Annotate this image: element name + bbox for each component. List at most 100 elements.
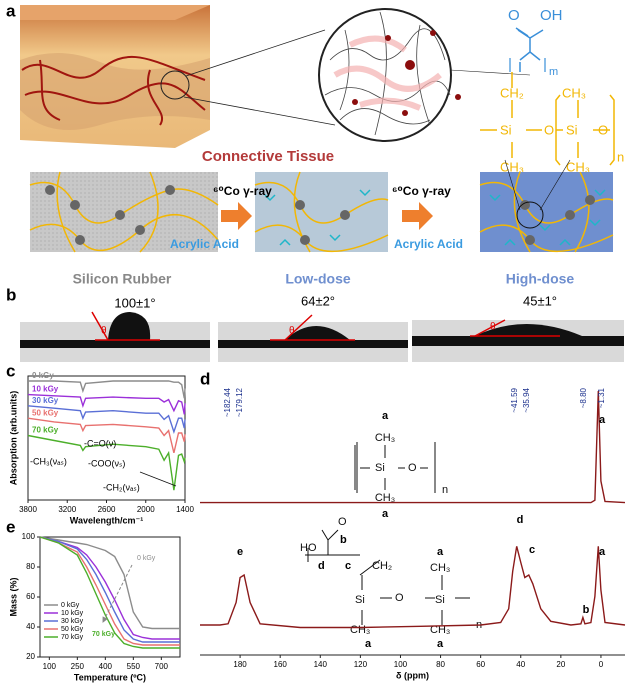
x-axis-label: δ (ppm) — [396, 670, 429, 680]
series-label: 0 kGy — [32, 371, 54, 380]
annotation: 0 kGy — [137, 555, 156, 562]
y-tick-label: 80 — [26, 562, 35, 571]
panel-label: b — [6, 285, 16, 304]
panel-label: a — [6, 1, 16, 20]
site-label: a — [437, 638, 444, 650]
atom-label: CH₃ — [375, 432, 395, 444]
legend-label: 50 kGy — [61, 626, 84, 633]
atom-label: O — [544, 122, 554, 137]
x-tick-label: 3800 — [19, 505, 37, 514]
x-tick-label: 550 — [127, 662, 141, 671]
x-tick-label: 3200 — [58, 505, 76, 514]
series-line — [28, 380, 186, 399]
process-label: Acrylic Acid — [170, 237, 239, 251]
atom-label: Si — [566, 122, 578, 137]
process-label: Acrylic Acid — [394, 237, 463, 251]
atom-label: HO — [300, 542, 317, 554]
series-line — [39, 536, 180, 649]
atom-label: O — [338, 516, 347, 528]
x-tick-label: 180 — [233, 660, 247, 669]
theta: θ — [490, 322, 496, 333]
skin-illustration — [20, 5, 336, 148]
contact-angle-photos — [20, 311, 624, 362]
x-tick-label: 120 — [354, 660, 368, 669]
atom-label: CH₃ — [566, 159, 590, 174]
x-tick-label: 140 — [314, 660, 328, 669]
peak-letter: d — [517, 514, 524, 526]
atom-label: n — [617, 149, 624, 164]
panel-label: e — [6, 517, 15, 536]
atom-label: CH₃ — [562, 85, 586, 100]
series-line — [27, 405, 186, 435]
peak-label: ~182.44 — [223, 387, 232, 417]
x-axis-label: Wavelength/cm⁻¹ — [70, 515, 143, 525]
stage-label: Silicon Rubber — [73, 271, 172, 287]
connector — [449, 69, 531, 76]
panel-label: d — [200, 369, 210, 388]
legend-label: 70 kGy — [61, 634, 84, 641]
series-line — [27, 434, 186, 491]
site-label: d — [318, 560, 325, 572]
peak-letter: e — [237, 546, 243, 558]
site-label: a — [382, 508, 389, 520]
atom-label: OH — [540, 7, 563, 24]
x-tick-label: 100 — [43, 662, 57, 671]
x-tick-label: 40 — [516, 660, 525, 669]
x-tick-label: 20 — [556, 660, 565, 669]
x-tick-label: 250 — [71, 662, 85, 671]
x-tick-label: 2000 — [137, 505, 155, 514]
chemical-structure: O OH m CH₂ CH₃ Si O Si O CH₃ CH₃ n — [480, 7, 624, 174]
series-label: 10 kGy — [32, 385, 59, 394]
y-tick-label: 60 — [26, 592, 35, 601]
site-label: a — [382, 410, 389, 422]
theta: θ — [101, 326, 107, 337]
annotation-arrow — [102, 564, 133, 623]
x-tick-label: 60 — [476, 660, 485, 669]
x-tick-label: 400 — [99, 662, 113, 671]
x-tick-label: 100 — [394, 660, 408, 669]
y-tick-label: 20 — [26, 652, 35, 661]
atom-label: CH₃ — [350, 624, 370, 636]
y-axis-label: Mass (%) — [8, 577, 18, 616]
atom-label: O — [598, 122, 608, 137]
atom-label: CH₃ — [430, 624, 450, 636]
series-line — [39, 536, 180, 630]
x-tick-label: 0 — [599, 660, 604, 669]
caption: Connective Tissue — [202, 148, 334, 165]
zoom-circle — [318, 8, 461, 142]
legend-label: 30 kGy — [61, 618, 84, 625]
atom-label: Si — [375, 462, 385, 474]
series-line — [200, 546, 626, 629]
peak-letter: a — [599, 546, 606, 558]
site-label: c — [345, 560, 351, 572]
x-tick-label: 160 — [274, 660, 288, 669]
contact-angle: 100±1° — [114, 295, 155, 310]
atom-label: O — [408, 462, 417, 474]
atom-label: CH₂ — [372, 560, 392, 572]
annotation: -C=O(ν) — [84, 438, 116, 448]
annotation: -CH₂(νₐₛ) — [103, 482, 140, 492]
annotation-arrow — [139, 471, 177, 487]
peak-label: ~35.94 — [522, 387, 531, 412]
series-label: 30 kGy — [32, 396, 59, 405]
x-tick-label: 80 — [436, 660, 445, 669]
peak-letter: c — [529, 544, 535, 556]
peak-label: ~8.80 — [579, 387, 588, 408]
peak-label: ~179.12 — [235, 387, 244, 417]
atom-label: n — [442, 484, 448, 496]
stage-label: Low-dose — [285, 271, 351, 287]
y-tick-label: 100 — [22, 532, 36, 541]
x-axis-label: Temperature (ºC) — [74, 672, 146, 682]
legend-label: 0 kGy — [61, 602, 80, 609]
atom-label: O — [508, 7, 520, 24]
series-line — [200, 390, 626, 504]
atom-label: CH₂ — [500, 85, 524, 100]
contact-angle: 64±2° — [301, 293, 335, 308]
y-axis-label: Absorption (arb.units) — [8, 391, 18, 486]
site-label: a — [437, 546, 444, 558]
atom-label: m — [549, 66, 558, 78]
atom-label: Si — [500, 122, 512, 137]
series-line — [27, 417, 186, 454]
annotation: -COO(νₛ) — [88, 458, 125, 468]
